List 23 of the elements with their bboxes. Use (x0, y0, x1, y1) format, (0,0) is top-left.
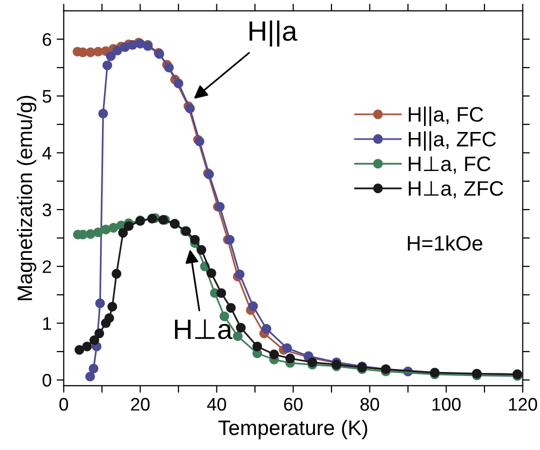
annotation: H⊥a (175, 319, 232, 340)
x-axis-title: Temperature (K) (218, 420, 368, 440)
x-tick-label: 60 (284, 398, 303, 411)
y-tick-label: 0 (42, 374, 52, 387)
y-tick-label: 6 (42, 33, 52, 46)
legend-label: H⊥a, FC (408, 156, 490, 174)
legend-label: H||a, ZFC (408, 131, 496, 151)
y-axis-title: Magnetization (emu/g) (16, 96, 36, 300)
annotation: H=1kOe (408, 235, 482, 251)
y-tick-label: 2 (42, 260, 52, 273)
legend-label: H||a, FC (408, 106, 484, 126)
legend-label: H⊥a, ZFC (408, 181, 504, 198)
y-tick-label: 1 (43, 317, 52, 330)
x-tick-label: 0 (59, 398, 68, 411)
x-tick-label: 40 (207, 398, 226, 411)
x-tick-label: 120 (509, 398, 538, 411)
y-tick-label: 3 (42, 204, 52, 216)
x-tick-label: 100 (432, 398, 461, 411)
y-tick-label: 4 (42, 146, 52, 160)
x-tick-label: 20 (131, 398, 150, 411)
x-tick-label: 80 (360, 398, 380, 411)
annotation: H||a (250, 20, 298, 47)
y-tick-label: 5 (42, 90, 52, 103)
